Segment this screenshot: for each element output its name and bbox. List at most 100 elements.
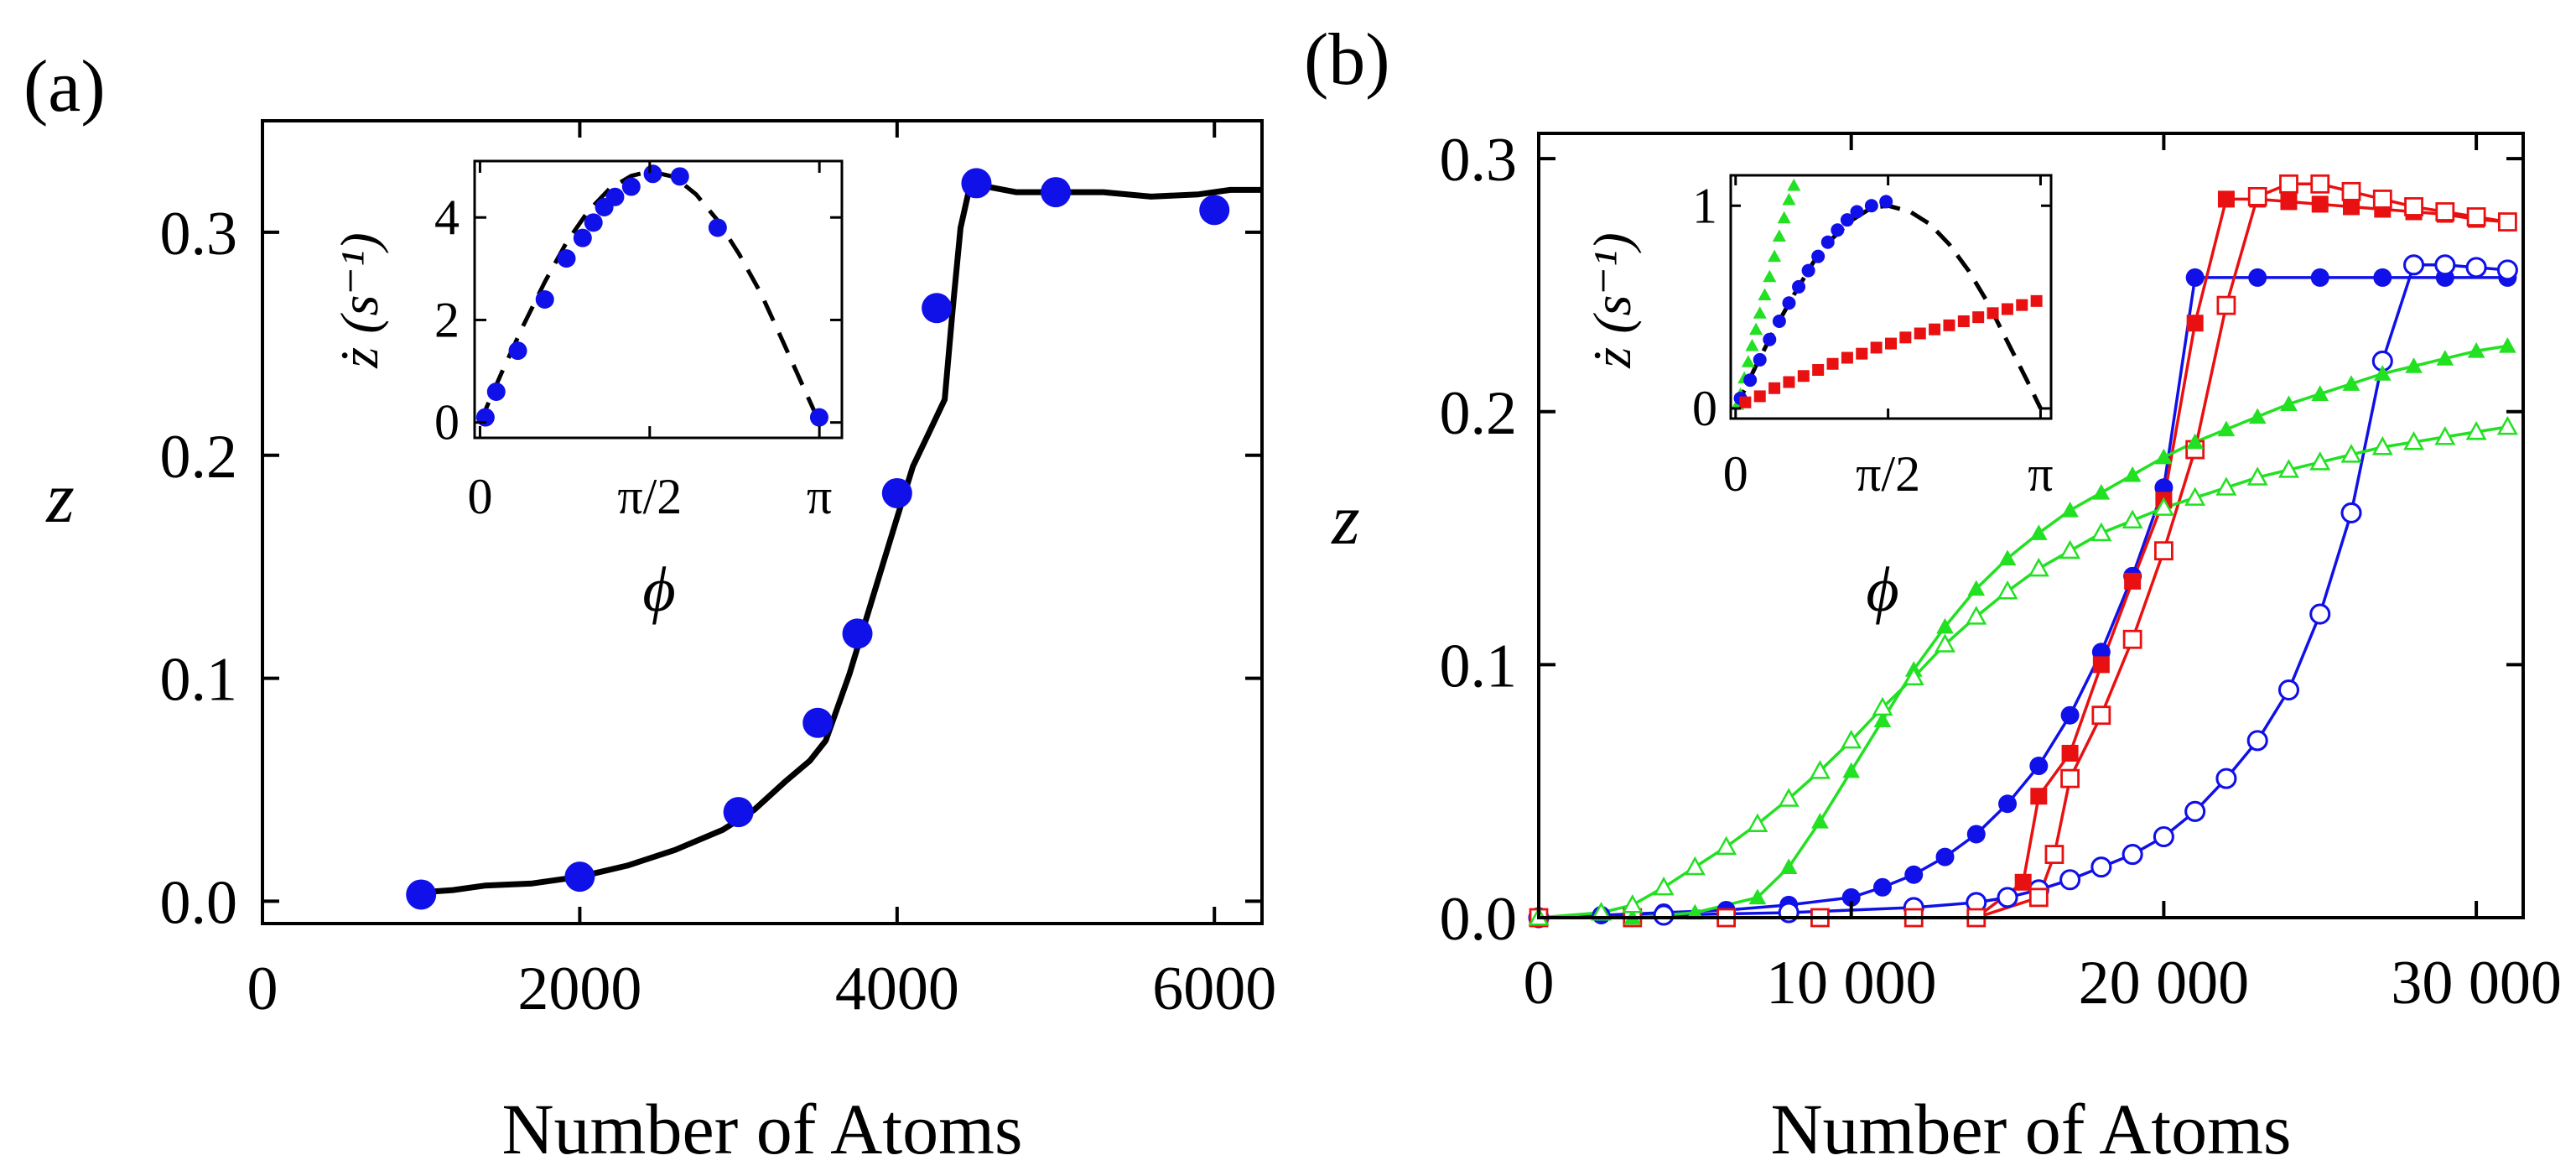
inset-data-point: [670, 167, 689, 186]
data-point-red-filled: [2061, 744, 2079, 762]
inset-data-point-red: [1914, 327, 1926, 340]
inset-data-point-blue: [1864, 199, 1878, 213]
panel-b-y-axis-title: z: [1331, 479, 1359, 559]
inset-data-point-red: [1753, 390, 1766, 403]
inset-data-point-red: [1972, 311, 1985, 324]
panel-b: (b) 0 10 000 20 000 30 000 0.0 0.1 0.2 0.3 Numb…: [1304, 19, 2562, 1169]
data-point-green-filled: [1779, 858, 1798, 874]
data-point-green-filled: [2342, 375, 2360, 391]
data-point-blue-open: [2340, 502, 2362, 523]
data-point-red-filled: [2124, 572, 2142, 590]
y-tick-label: 0: [1692, 381, 1717, 436]
inset-data-point: [621, 177, 641, 196]
inset-data-point-blue: [1811, 249, 1826, 263]
x-tick-label: 6000: [1152, 955, 1276, 1023]
data-point-green-open: [1997, 580, 2018, 600]
data-point-green-filled: [2280, 395, 2298, 412]
data-point-red-filled: [2186, 315, 2204, 332]
data-point-blue-open: [2153, 825, 2174, 848]
panel-b-inset-tick-labels: 0 π/2 π 0 1: [1692, 178, 2054, 502]
data-point-red-open: [2466, 207, 2486, 226]
data-point-green-filled: [2217, 420, 2236, 437]
data-point-green-filled: [2186, 433, 2205, 450]
inset-data-point-red: [1987, 307, 1999, 320]
data-point-red-open: [2247, 187, 2267, 206]
series-line-green-open: [1538, 425, 2508, 919]
x-tick-label: 4000: [835, 955, 959, 1023]
data-point-green-filled: [2436, 350, 2454, 366]
x-tick-label: 0: [247, 955, 278, 1023]
series-line-blue-filled: [1538, 276, 2508, 919]
panel-a-inset-ticks: [475, 161, 842, 438]
data-point-red-open: [2279, 174, 2298, 194]
data-point: [881, 477, 912, 508]
y-tick-label: 0.1: [160, 646, 238, 715]
data-point-green-filled: [2311, 385, 2329, 401]
data-point-green-open: [2184, 487, 2206, 506]
panel-b-plot-area: [1528, 174, 2518, 929]
data-point-red-open: [2028, 887, 2049, 908]
inset-data-point-green: [1782, 192, 1796, 206]
panel-a-inset-y-axis-title: ż (s⁻¹): [330, 232, 389, 368]
inset-data-point-red: [1856, 347, 1868, 360]
inset-data-point: [708, 218, 727, 237]
x-tick-label: 0: [1524, 949, 1555, 1017]
panel-a-tick-labels: 0 2000 4000 6000 0.0 0.1 0.2 0.3: [160, 200, 1277, 1023]
inset-data-point-green: [1777, 211, 1791, 224]
data-point-green-open: [2028, 557, 2049, 577]
data-point: [1199, 195, 1230, 226]
data-point: [564, 861, 595, 893]
y-tick-label: 0.2: [160, 423, 238, 492]
data-point-green-open: [2090, 522, 2112, 542]
data-point-green-open: [2153, 497, 2174, 516]
inset-data-point-blue: [1753, 352, 1767, 367]
y-tick-label: 4: [434, 190, 460, 245]
data-point-green-filled: [2499, 337, 2516, 353]
y-tick-label: 2: [434, 292, 460, 347]
data-point-blue-open: [2215, 768, 2237, 789]
data-point-green-filled: [2467, 342, 2485, 358]
inset-data-point-blue: [1801, 263, 1815, 278]
data-point-green-open: [1591, 902, 1613, 921]
data-point: [802, 707, 834, 738]
panel-a-ticks: [261, 121, 1262, 924]
data-point-green-open: [1622, 893, 1644, 913]
x-tick-label: π/2: [1856, 446, 1920, 502]
panel-b-inset-plot-area: [1731, 179, 2043, 410]
inset-data-point-red: [1783, 376, 1795, 388]
data-point: [406, 879, 437, 910]
y-tick-label: 0.0: [160, 868, 238, 937]
data-point-red-filled: [2343, 198, 2360, 216]
panel-a-y-axis-title: z: [45, 457, 74, 538]
data-point-green-open: [2403, 431, 2425, 450]
data-point-blue-filled: [1966, 825, 1986, 844]
data-point-blue-open: [2277, 679, 2300, 701]
inset-data-point-blue: [1840, 213, 1854, 227]
series-line-green-filled: [1539, 344, 2508, 919]
data-point: [842, 618, 873, 649]
inset-data-point-blue: [1879, 195, 1893, 209]
data-point-green-filled: [1811, 813, 1829, 829]
data-point-green-filled: [1842, 762, 1861, 778]
data-point-blue-filled: [1998, 794, 2018, 814]
panel-b-tick-labels: 0 10 000 20 000 30 000 0.0 0.1 0.2 0.3: [1440, 126, 2562, 1017]
data-point: [723, 797, 754, 828]
panel-b-inset-y-axis-title: ż (s⁻¹): [1582, 232, 1642, 368]
data-point-blue-open: [1653, 904, 1675, 926]
data-point-green-filled: [2061, 502, 2079, 518]
inset-data-point-blue: [1743, 373, 1758, 388]
data-point-blue-open: [2246, 730, 2268, 752]
data-point-red-open: [2153, 541, 2174, 561]
data-point-green-open: [2371, 436, 2393, 455]
data-point-green-open: [2340, 444, 2362, 463]
inset-data-point: [573, 228, 592, 247]
inset-data-point: [605, 187, 625, 206]
data-point-blue-filled: [2185, 268, 2205, 287]
inset-data-point-red: [1768, 382, 1781, 394]
data-point-green-open: [1684, 856, 1706, 876]
data-point-blue-open: [2090, 856, 2112, 878]
inset-data-point-green: [1758, 288, 1772, 301]
inset-data-point-green: [1741, 355, 1755, 367]
inset-data-point-red: [1826, 357, 1839, 370]
data-point-green-filled: [1748, 888, 1767, 905]
